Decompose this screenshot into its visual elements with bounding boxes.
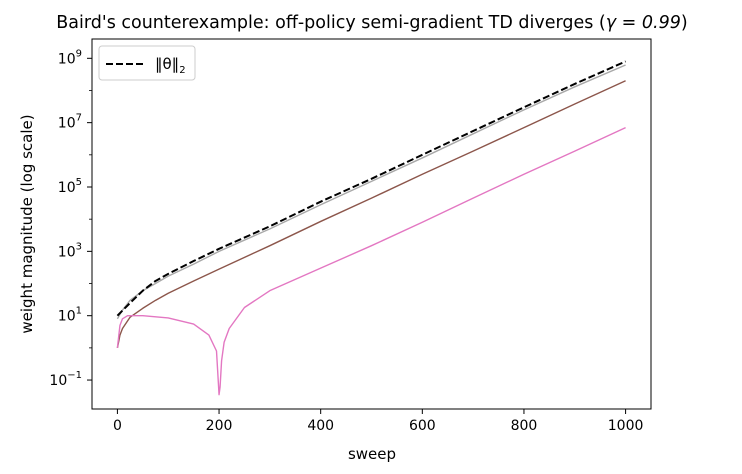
chart-title: Baird's counterexample: off-policy semi-… <box>56 13 687 33</box>
series-line-grey <box>116 64 626 320</box>
x-tick-label: 1000 <box>608 418 644 434</box>
y-tick-label: 101 <box>58 306 82 325</box>
legend-box <box>98 45 196 81</box>
x-tick-label: 200 <box>206 418 233 434</box>
series-line-pink <box>116 127 626 396</box>
series-line-norm <box>116 60 626 317</box>
x-axis: 0 200 400 600 800 1000 <box>113 409 643 434</box>
y-tick-label: 10−1 <box>49 370 82 389</box>
x-tick-label: 600 <box>409 418 436 434</box>
series-layer <box>116 60 626 396</box>
x-tick-label: 400 <box>307 418 334 434</box>
x-tick-label: 0 <box>113 418 122 434</box>
series-line-brown <box>116 80 626 349</box>
y-tick-label: 105 <box>58 177 82 196</box>
x-axis-label: sweep <box>348 445 396 463</box>
y-axis-label: weight magnitude (log scale) <box>18 114 36 333</box>
legend-label-norm: ‖θ‖2 <box>155 55 186 76</box>
plot-frame <box>91 38 652 410</box>
y-tick-label: 103 <box>58 241 82 260</box>
y-tick-label: 107 <box>58 113 82 132</box>
y-tick-label: 109 <box>58 48 82 67</box>
y-axis: 10−1 101 103 105 107 109 <box>49 48 92 389</box>
x-tick-label: 800 <box>511 418 538 434</box>
legend: ‖θ‖2 <box>98 45 196 81</box>
